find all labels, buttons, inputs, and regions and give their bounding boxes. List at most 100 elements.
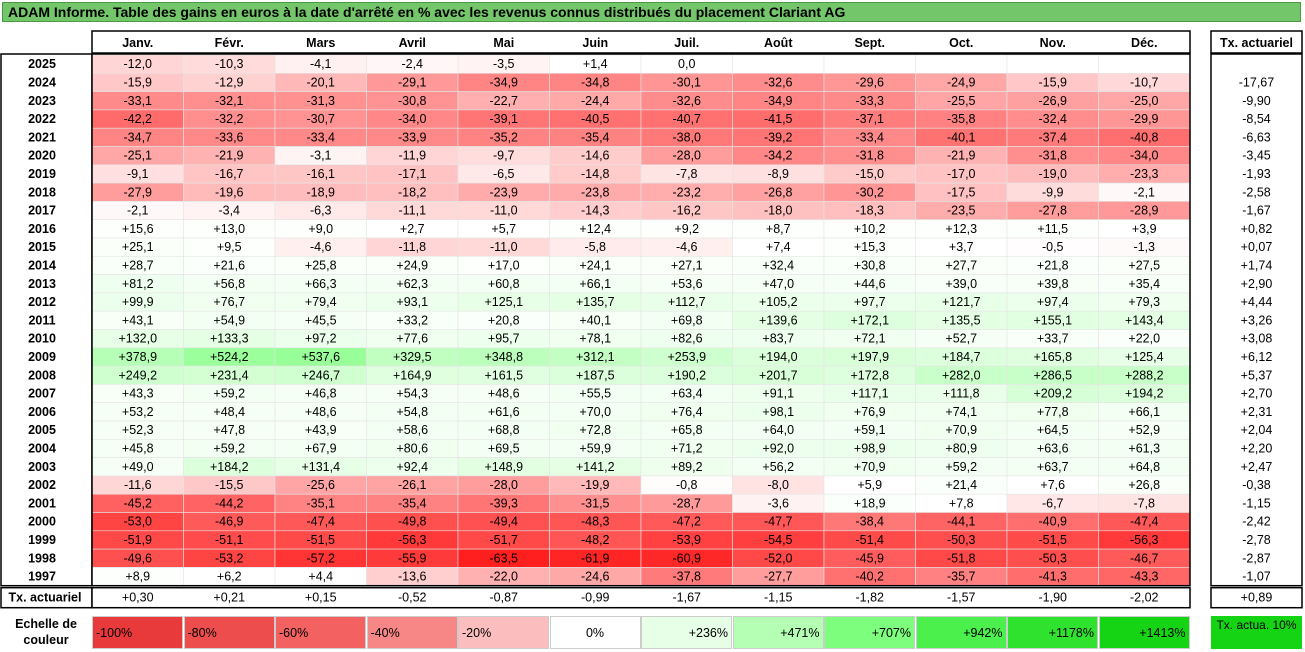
scale-step: +707%: [824, 616, 915, 649]
cell-value: -11,1: [398, 204, 426, 218]
cell-value: +161,5: [484, 368, 523, 382]
cell-value: -60,9: [673, 551, 702, 565]
cell-value: +54,8: [396, 405, 428, 419]
row-rate-value: +4,44: [1241, 295, 1273, 309]
cell-value: +69,5: [488, 441, 520, 455]
cell-value: +53,6: [671, 277, 703, 291]
footer-frame: [91, 586, 1191, 609]
cell-value: +143,4: [1125, 313, 1164, 327]
row-rate-value: +3,08: [1241, 332, 1273, 346]
cell-value: +28,7: [122, 258, 154, 272]
cell-value: -15,5: [215, 478, 244, 492]
row-rate-value: -0,38: [1242, 478, 1271, 492]
cell-value: +76,4: [671, 405, 703, 419]
cell-value: +25,8: [305, 258, 337, 272]
row-year-label: 2004: [28, 441, 56, 455]
cell-value: +39,8: [1037, 277, 1069, 291]
cell-value: +12,4: [579, 222, 611, 236]
cell-value: +48,6: [488, 387, 520, 401]
cell-value: +24,9: [396, 258, 428, 272]
cell-value: -55,9: [398, 551, 427, 565]
scale-step: -20%: [458, 616, 549, 649]
cell-value: +44,6: [854, 277, 886, 291]
cell-value: +141,2: [576, 460, 615, 474]
cell-value: +17,0: [488, 258, 520, 272]
column-header: Janv.: [122, 36, 153, 50]
cell-value: -11,0: [490, 204, 518, 218]
cell-value: +48,6: [305, 405, 337, 419]
scale-step: +942%: [915, 616, 1007, 649]
cell-value: -6,7: [1042, 496, 1064, 510]
cell-value: -15,9: [124, 75, 153, 89]
cell-value: -56,3: [398, 533, 427, 547]
cell-value: +81,2: [122, 277, 154, 291]
cell-value: +378,9: [118, 350, 157, 364]
cell-value: -35,8: [947, 112, 976, 126]
cell-value: -31,8: [856, 149, 885, 163]
cell-value: +184,7: [942, 350, 981, 364]
cell-value: +7,6: [1040, 478, 1065, 492]
cell-value: -26,1: [398, 478, 427, 492]
cell-value: +135,7: [576, 295, 615, 309]
cell-value: +26,8: [1128, 478, 1160, 492]
row-rate-value: -2,58: [1242, 185, 1271, 199]
cell-value: -18,3: [856, 204, 885, 218]
cell-value: -20,1: [307, 75, 336, 89]
cell-value: -39,1: [490, 112, 519, 126]
cell-value: +209,2: [1033, 387, 1072, 401]
cell-value: -34,8: [581, 75, 610, 89]
cell-value: -34,0: [398, 112, 427, 126]
row-rate-value: -2,87: [1242, 551, 1271, 565]
row-rate-value: -8,54: [1242, 112, 1271, 126]
cell-value: -63,5: [490, 551, 519, 565]
row-year-label: 2025: [28, 57, 56, 71]
heatmap-cell: [732, 54, 825, 74]
row-year-label: 2007: [28, 387, 56, 401]
row-year-label: 2015: [28, 240, 56, 254]
cell-value: +11,5: [1037, 222, 1068, 236]
cell-value: -29,6: [856, 75, 885, 89]
cell-value: +2,7: [400, 222, 425, 236]
cell-value: -12,0: [124, 57, 153, 71]
footer-value: -1,67: [673, 591, 702, 605]
cell-value: +165,8: [1033, 350, 1072, 364]
cell-value: -29,9: [1130, 112, 1159, 126]
cell-value: -7,8: [1133, 496, 1155, 510]
cell-value: +132,0: [118, 332, 157, 346]
cell-value: +1,4: [583, 57, 608, 71]
column-header: Déc.: [1131, 36, 1157, 50]
cell-value: +69,8: [671, 313, 703, 327]
cell-value: -0,8: [676, 478, 698, 492]
cell-value: +45,5: [305, 313, 337, 327]
cell-value: -40,9: [1039, 515, 1068, 529]
cell-value: -3,6: [767, 496, 789, 510]
cell-value: -31,5: [581, 496, 610, 510]
cell-value: -42,2: [124, 112, 153, 126]
row-rate-value: +2,70: [1241, 387, 1273, 401]
cell-value: -9,1: [127, 167, 149, 181]
cell-value: -35,4: [398, 496, 427, 510]
row-year-label: 2011: [28, 313, 55, 327]
row-rate-value: +2,47: [1241, 460, 1273, 474]
cell-value: +80,9: [945, 441, 977, 455]
cell-value: +92,4: [396, 460, 428, 474]
cell-value: -34,2: [764, 149, 793, 163]
cell-value: -5,8: [584, 240, 606, 254]
cell-value: +15,6: [122, 222, 154, 236]
heatmap-cell: [1098, 54, 1191, 74]
footer-rate-value: +0,89: [1241, 591, 1273, 605]
cell-value: -2,4: [401, 57, 423, 71]
cell-value: +82,6: [671, 332, 703, 346]
cell-value: -34,9: [490, 75, 519, 89]
cell-value: -46,9: [215, 515, 244, 529]
cell-value: +64,0: [762, 423, 794, 437]
cell-value: +3,7: [949, 240, 974, 254]
cell-value: -25,5: [947, 94, 976, 108]
cell-value: +76,7: [213, 295, 245, 309]
cell-value: +105,2: [759, 295, 798, 309]
cell-value: +33,7: [1037, 332, 1069, 346]
cell-value: -44,1: [947, 515, 976, 529]
cell-value: +39,0: [945, 277, 977, 291]
header-frame: [91, 30, 1191, 54]
cell-value: -53,2: [215, 551, 244, 565]
